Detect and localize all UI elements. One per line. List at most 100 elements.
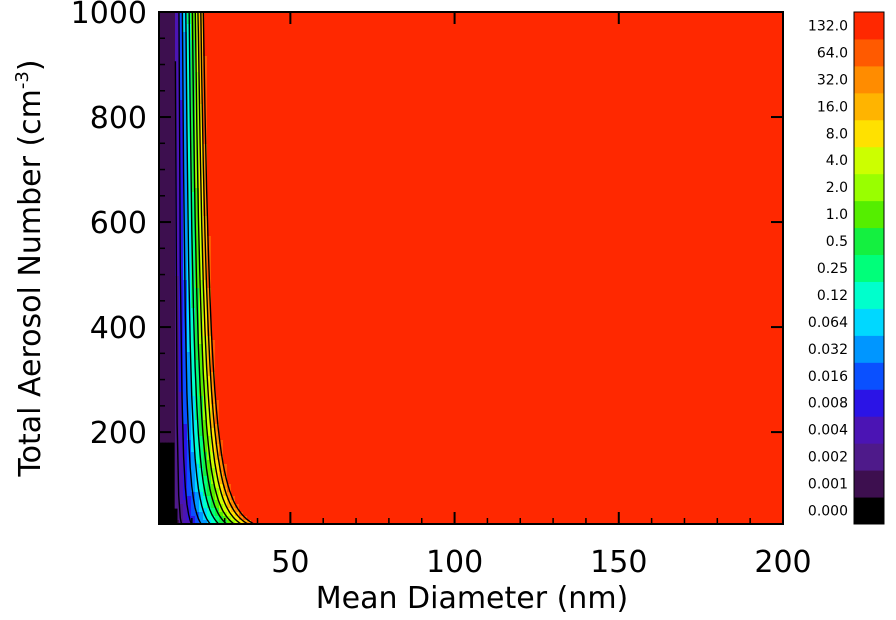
contour-band-cell (295, 444, 300, 449)
contour-band-cell (235, 392, 240, 397)
contour-band-cell (259, 272, 264, 277)
contour-band-cell (167, 364, 172, 369)
contour-band-cell (295, 224, 300, 229)
contour-band-cell (303, 320, 308, 325)
contour-band-cell (179, 116, 184, 121)
contour-band-cell (227, 148, 232, 153)
contour-band-cell (311, 304, 316, 309)
contour-band-cell (287, 216, 292, 221)
contour-band-cell (291, 208, 296, 213)
contour-band-cell (239, 484, 244, 489)
contour-band-cell (275, 488, 280, 493)
contour-band-cell (183, 220, 188, 225)
contour-band-cell (299, 308, 304, 313)
contour-band-cell (231, 476, 236, 481)
contour-band-cell (303, 280, 308, 285)
contour-band-cell (267, 108, 272, 113)
contour-band-cell (215, 116, 220, 121)
contour-band-cell (223, 268, 228, 273)
contour-band-cell (183, 56, 188, 61)
contour-band-cell (199, 452, 204, 457)
contour-band-cell (283, 388, 288, 393)
contour-band-cell (247, 232, 252, 237)
contour-band-cell (255, 492, 260, 497)
contour-band-cell (243, 156, 248, 161)
contour-band-cell (199, 248, 204, 253)
contour-band-cell (243, 400, 248, 405)
contour-band-cell (227, 408, 232, 413)
contour-band-cell (279, 288, 284, 293)
contour-band-cell (267, 400, 272, 405)
contour-band-cell (175, 208, 180, 213)
contour-band-cell (299, 264, 304, 269)
contour-band-cell (219, 276, 224, 281)
contour-band-cell (287, 156, 292, 161)
contour-band-cell (267, 224, 272, 229)
contour-band-cell (291, 348, 296, 353)
contour-band-cell (231, 168, 236, 173)
contour-band-cell (299, 388, 304, 393)
contour-band-cell (311, 164, 316, 169)
contour-band-cell (187, 388, 192, 393)
contour-band-cell (291, 56, 296, 61)
contour-band-cell (159, 128, 164, 133)
contour-band-cell (251, 388, 256, 393)
contour-band-cell (183, 396, 188, 401)
contour-band-cell (207, 196, 212, 201)
contour-band-cell (311, 436, 316, 441)
contour-band-cell (243, 496, 248, 501)
contour-band-cell (243, 344, 248, 349)
contour-band-cell (247, 396, 252, 401)
contour-band-cell (159, 132, 164, 137)
contour-band-cell (195, 456, 200, 461)
contour-band-cell (307, 356, 312, 361)
contour-band-cell (283, 376, 288, 381)
contour-band-cell (259, 148, 264, 153)
contour-band-cell (159, 16, 164, 21)
contour-band-cell (283, 252, 288, 257)
contour-band-cell (191, 164, 196, 169)
contour-band-cell (215, 484, 220, 489)
contour-band-cell (287, 268, 292, 273)
contour-band-cell (307, 180, 312, 185)
contour-band-cell (247, 120, 252, 125)
contour-band-cell (159, 172, 164, 177)
contour-band-cell (283, 204, 288, 209)
contour-band-cell (307, 120, 312, 125)
contour-band-cell (247, 104, 252, 109)
contour-band-cell (159, 396, 164, 401)
contour-band-cell (311, 464, 316, 469)
contour-band-cell (191, 400, 196, 405)
contour-band-cell (243, 120, 248, 125)
contour-band-cell (207, 48, 212, 53)
contour-band-cell (171, 364, 176, 369)
contour-band-cell (303, 332, 308, 337)
contour-band-cell (175, 180, 180, 185)
contour-band-cell (247, 212, 252, 217)
contour-band-cell (183, 136, 188, 141)
contour-band-cell (163, 16, 168, 21)
contour-band-cell (163, 132, 168, 137)
contour-band-cell (279, 272, 284, 277)
contour-band-cell (215, 396, 220, 401)
contour-band-cell (295, 240, 300, 245)
contour-band-cell (239, 264, 244, 269)
contour-band-cell (279, 340, 284, 345)
contour-band-cell (287, 400, 292, 405)
contour-band-cell (171, 44, 176, 49)
contour-band-cell (179, 96, 184, 101)
contour-band-cell (299, 452, 304, 457)
contour-band-cell (311, 64, 316, 69)
contour-band-cell (211, 196, 216, 201)
contour-band-cell (163, 216, 168, 221)
contour-band-cell (271, 268, 276, 273)
contour-band-cell (219, 444, 224, 449)
contour-band-cell (195, 44, 200, 49)
contour-band-cell (239, 96, 244, 101)
contour-band-cell (167, 236, 172, 241)
contour-band-cell (263, 364, 268, 369)
contour-band-cell (303, 176, 308, 181)
contour-band-cell (223, 256, 228, 261)
contour-band-cell (295, 56, 300, 61)
contour-band-cell (211, 376, 216, 381)
